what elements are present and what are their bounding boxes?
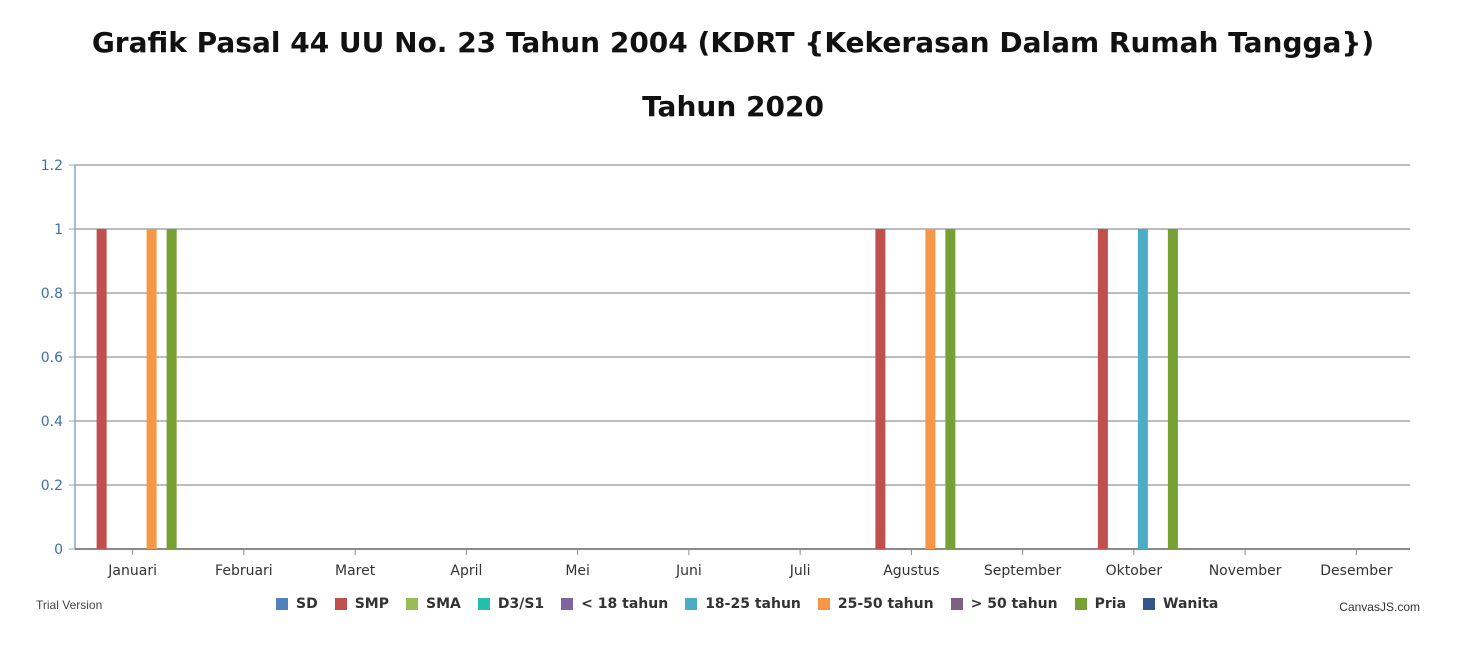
- legend-label: 25-50 tahun: [837, 596, 934, 612]
- y-tick-label: 1.2: [41, 158, 63, 174]
- chart-subtitle: Tahun 2020: [642, 90, 824, 123]
- x-tick-label: November: [1209, 563, 1282, 579]
- bar-25-50-tahun-agustus: [925, 229, 936, 549]
- y-tick-label: 0.8: [41, 286, 63, 302]
- chart-canvas: 0 0.2 0.4 0.6 0.8 1 1.2 Januari Februari Maret Apr…: [41, 158, 1410, 579]
- legend-label: > 50 tahun: [970, 596, 1058, 612]
- legend-label: Wanita: [1163, 596, 1219, 612]
- x-tick-label: Agustus: [883, 563, 939, 579]
- legend-swatch: [817, 598, 830, 610]
- bar-pria-agustus: [945, 229, 956, 549]
- legend-label: 18-25 tahun: [705, 596, 801, 612]
- x-tick-label: Oktober: [1106, 563, 1163, 579]
- legend-swatch: [276, 598, 288, 610]
- x-tick-label: Mei: [565, 563, 590, 579]
- y-tick-label: 0.4: [41, 414, 63, 430]
- bar-25-50-tahun-januari: [146, 229, 157, 549]
- legend-item[interactable]: SMA: [406, 596, 461, 612]
- chart-legend: SD SMP SMA D3/S1 < 18 tahun 18-25 tahun 25-50 …: [276, 596, 1235, 612]
- legend-swatch: [561, 598, 574, 610]
- bar-smp-agustus: [875, 229, 886, 549]
- y-tick-label: 1: [54, 222, 63, 238]
- legend-swatch: [1074, 598, 1087, 610]
- legend-item[interactable]: 18-25 tahun: [685, 596, 801, 612]
- legend-label: SMP: [354, 596, 389, 612]
- x-tick-label: Juli: [789, 563, 811, 579]
- bar-smp-oktober: [1097, 229, 1108, 549]
- x-tick-label: Maret: [335, 563, 376, 579]
- legend-swatch: [685, 598, 698, 610]
- legend-item[interactable]: SD: [276, 596, 318, 612]
- bar-pria-oktober: [1167, 229, 1178, 549]
- legend-item[interactable]: Wanita: [1143, 596, 1218, 612]
- legend-swatch: [477, 598, 490, 610]
- x-tick-label: Juni: [675, 563, 702, 579]
- legend-item[interactable]: D3/S1: [477, 596, 545, 612]
- legend-label: D3/S1: [497, 596, 545, 612]
- chart-title: Grafik Pasal 44 UU No. 23 Tahun 2004 (KD…: [91, 26, 1375, 59]
- y-tick-label: 0.2: [41, 478, 63, 494]
- legend-item[interactable]: Pria: [1074, 596, 1127, 612]
- x-tick-label: Februari: [215, 563, 273, 579]
- legend-label: Pria: [1094, 596, 1127, 612]
- legend-swatch: [950, 598, 963, 610]
- legend-item[interactable]: 25-50 tahun: [817, 596, 934, 612]
- legend-swatch: [334, 598, 347, 610]
- bar-18-25-tahun-oktober: [1137, 229, 1148, 549]
- y-tick-label: 0: [54, 542, 63, 558]
- x-tick-label: Desember: [1320, 563, 1392, 579]
- legend-item[interactable]: < 18 tahun: [561, 596, 668, 612]
- legend-item[interactable]: SMP: [334, 596, 389, 612]
- legend-label: SMA: [426, 596, 461, 612]
- x-tick-label: Januari: [107, 563, 157, 579]
- legend-label: < 18 tahun: [581, 596, 669, 612]
- y-tick-label: 0.6: [41, 350, 63, 366]
- legend-label: SD: [296, 596, 318, 612]
- canvasjs-credit-link[interactable]: CanvasJS.com: [1339, 600, 1420, 614]
- legend-swatch: [406, 598, 418, 610]
- bar-pria-januari: [166, 229, 177, 549]
- bar-smp-januari: [96, 229, 107, 549]
- x-tick-label: September: [984, 563, 1062, 579]
- legend-item[interactable]: > 50 tahun: [950, 596, 1058, 612]
- trial-version-label: Trial Version: [36, 598, 103, 612]
- x-tick-label: April: [450, 563, 482, 579]
- legend-swatch: [1143, 598, 1156, 610]
